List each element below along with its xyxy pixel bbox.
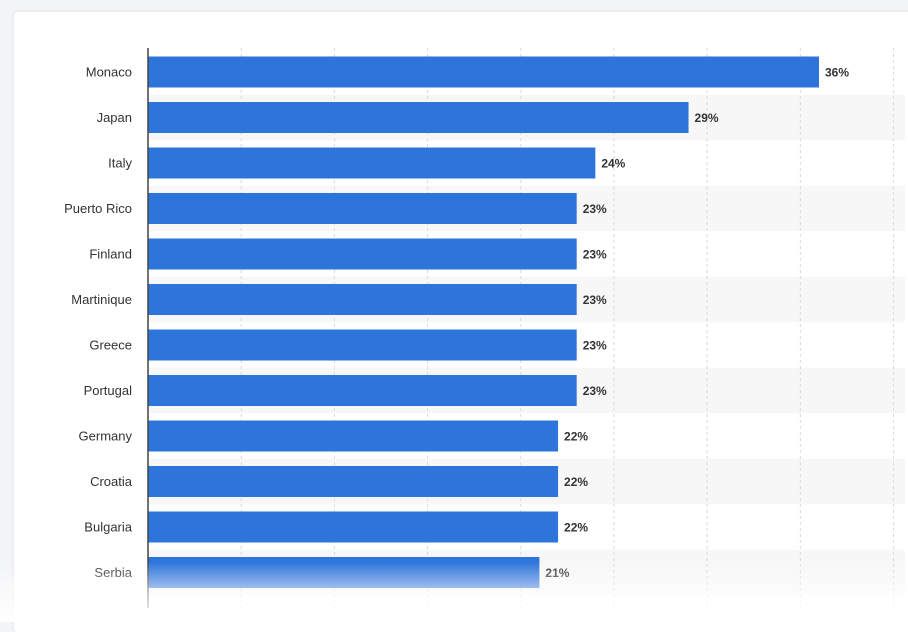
value-label: 22% <box>564 521 588 535</box>
value-label: 23% <box>583 339 607 353</box>
value-label: 23% <box>583 248 607 262</box>
value-label: 22% <box>564 430 588 444</box>
category-label: Puerto Rico <box>64 201 132 216</box>
category-label: Croatia <box>90 474 133 489</box>
value-label: 36% <box>825 66 849 80</box>
bar-serbia[interactable] <box>148 557 540 588</box>
bar-greece[interactable] <box>148 329 577 361</box>
bar-germany[interactable] <box>148 420 559 452</box>
value-label: 21% <box>545 566 569 580</box>
bar-croatia[interactable] <box>148 466 559 497</box>
category-label: Italy <box>108 156 132 171</box>
category-label: Monaco <box>86 65 132 80</box>
category-label: Martinique <box>71 292 132 307</box>
value-label: 23% <box>583 293 607 307</box>
bar-martinique[interactable] <box>148 284 577 315</box>
category-labels: Monaco Japan Italy Puerto Rico Finland Martin… <box>64 65 133 581</box>
category-label: Serbia <box>94 565 132 580</box>
bar-bulgaria[interactable] <box>148 511 559 543</box>
value-label: 29% <box>695 111 719 125</box>
value-label: 24% <box>601 157 625 171</box>
value-label: 23% <box>583 384 607 398</box>
bar-portugal[interactable] <box>148 375 577 406</box>
category-label: Germany <box>79 429 133 444</box>
category-label: Greece <box>89 338 132 353</box>
bar-finland[interactable] <box>148 238 577 270</box>
value-label: 23% <box>583 202 607 216</box>
bar-italy[interactable] <box>148 147 596 179</box>
bar-monaco[interactable] <box>148 56 819 88</box>
bars <box>148 56 819 588</box>
value-label: 22% <box>564 475 588 489</box>
category-label: Portugal <box>84 383 133 398</box>
category-label: Bulgaria <box>84 520 132 535</box>
category-label: Finland <box>89 247 132 262</box>
bar-puerto-rico[interactable] <box>148 193 577 224</box>
bar-japan[interactable] <box>148 102 689 133</box>
category-label: Japan <box>97 110 132 125</box>
